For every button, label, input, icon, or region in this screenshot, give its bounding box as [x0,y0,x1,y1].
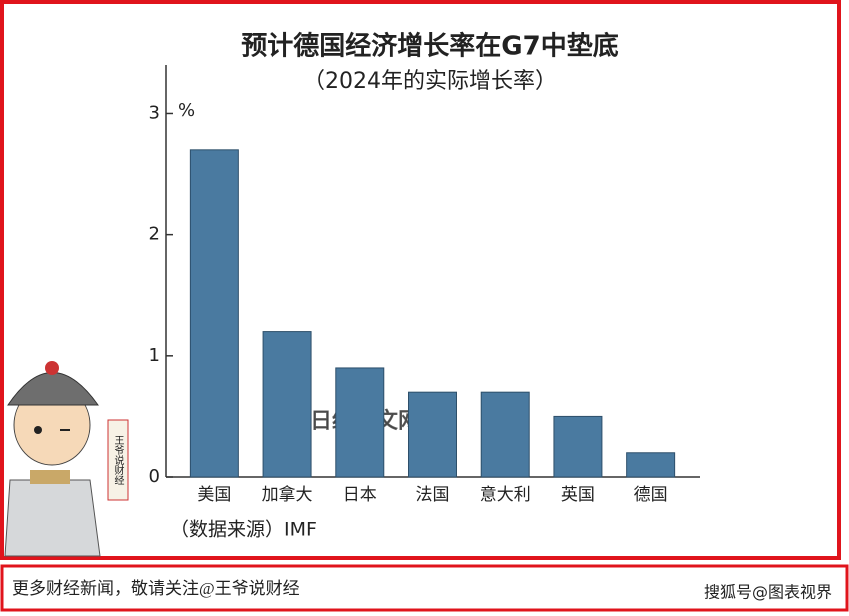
footer-right: 搜狐号@图表视界 [704,583,832,602]
bar [189,149,239,478]
y-tick-label: 0 [149,466,160,487]
y-unit: % [178,100,195,121]
x-tick-label: 日本 [343,485,377,505]
y-tick-label: 2 [149,224,160,245]
y-tick-label: 3 [149,102,160,123]
y-tick-label: 1 [149,345,160,366]
x-tick-label: 法国 [416,485,450,505]
x-tick-label: 美国 [197,485,231,505]
badge: 王爷说财经 [112,435,124,485]
bar [480,391,530,478]
mascot [4,361,101,557]
footer-left: 更多财经新闻，敬请关注@王爷说财经 [12,579,300,598]
bar [626,452,676,478]
chart-title: 预计德国经济增长率在G7中垫底 [241,31,618,62]
bar [553,415,603,478]
x-tick-label: 加拿大 [262,484,313,505]
x-tick-label: 英国 [561,485,595,505]
bar [262,331,312,478]
bar [408,391,457,478]
bar [335,367,385,478]
source: （数据来源）IMF [170,519,317,541]
footer-frame [0,564,849,612]
badge-box [107,419,129,501]
chart-subtitle: （2024年的实际增长率） [303,69,557,94]
frame [0,0,841,560]
x-tick-label: 意大利 [480,485,531,505]
x-tick-label: 德国 [634,485,668,505]
